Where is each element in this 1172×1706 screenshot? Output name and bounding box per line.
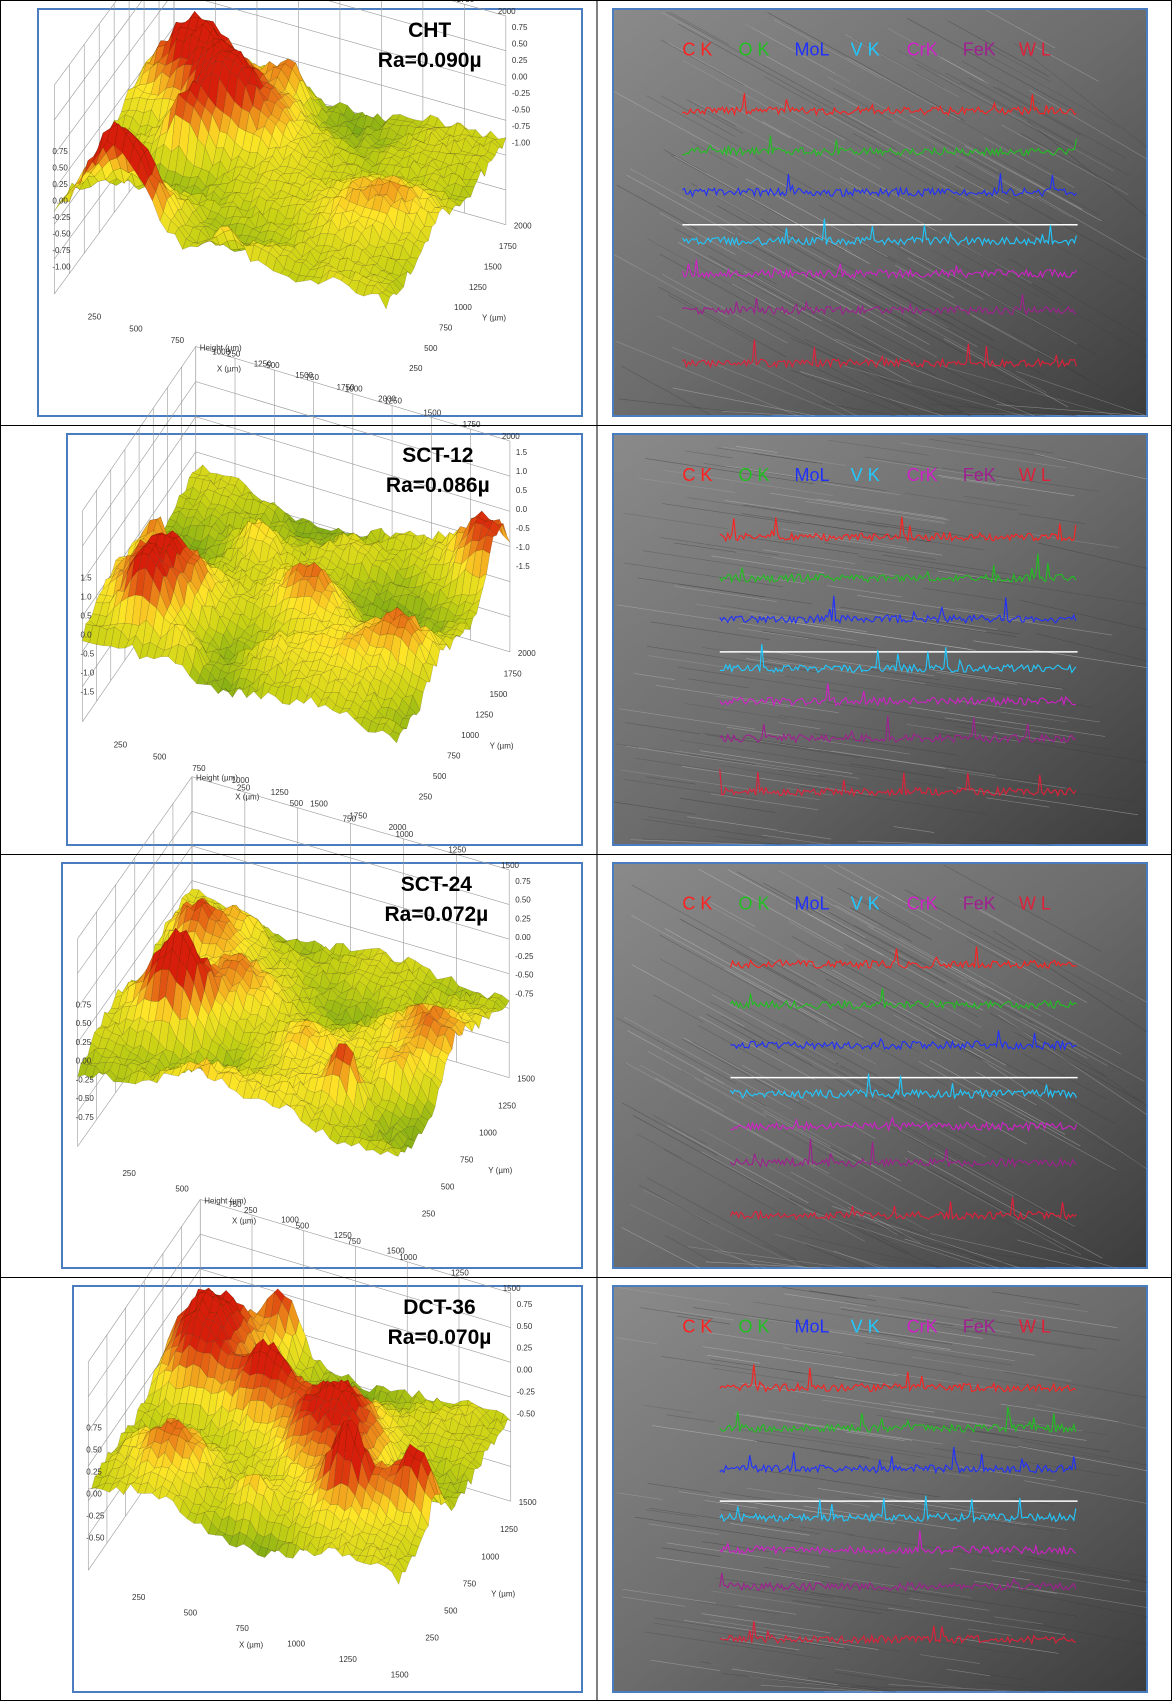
z-tick-label: -1.5 [80, 688, 94, 697]
z-tick-label: 1.5 [80, 573, 92, 582]
element-label: FeK [963, 465, 996, 485]
sample-name: CHT [408, 19, 451, 42]
z-tick-label: 1.0 [516, 467, 528, 476]
z-tick-label: -0.75 [512, 122, 531, 131]
z-tick-label: 0.25 [52, 180, 68, 189]
y-axis-label: Y (µm) [482, 313, 506, 322]
z-tick-label: 0.5 [80, 611, 92, 620]
figure-row: Height (µm)25025050050075075010001000125… [38, 0, 1147, 416]
element-label: CrK [907, 465, 938, 485]
element-label: CrK [907, 40, 938, 60]
x-tick-label: 1500 [310, 800, 328, 809]
y-tick-label: 250 [419, 793, 433, 802]
y-tick-label: 250 [409, 364, 423, 373]
z-tick-label: -1.00 [512, 138, 531, 147]
x-tick-label: 500 [129, 324, 143, 333]
z-tick-label: 0.00 [512, 72, 528, 81]
surface-panel: Height (µm)25025050050075075010001000125… [62, 774, 582, 1268]
x-tick-label: 1000 [345, 385, 363, 394]
x-tick-label: 250 [88, 313, 102, 322]
y-tick-label: 1250 [475, 710, 493, 719]
x-tick-label: 500 [266, 361, 280, 370]
surface-panel: Height (µm)25025050050075075010001000125… [38, 0, 582, 416]
sem-panel: C K O K MoL V K CrK FeK W L [613, 9, 1147, 416]
x-tick-label: 1500 [423, 408, 441, 417]
x-tick-label: 1250 [271, 788, 289, 797]
x-tick-label: 750 [192, 764, 206, 773]
z-tick-label: 0.75 [512, 23, 528, 32]
z-tick-label: 0.75 [52, 147, 68, 156]
x-tick-label: 250 [114, 741, 128, 750]
y-tick-label: 1000 [461, 731, 479, 740]
x-tick-label: 1250 [384, 397, 402, 406]
element-label: W L [1019, 465, 1051, 485]
z-tick-label: -0.75 [52, 246, 71, 255]
z-tick-label: -1.5 [516, 562, 530, 571]
z-tick-label: 0.50 [512, 39, 528, 48]
x-tick-label: 250 [227, 349, 241, 358]
z-tick-label: -0.5 [516, 524, 530, 533]
figure-row: Height (µm)25025050050075075010001000125… [62, 774, 1147, 1268]
height-axis-label: Height (µm) [196, 774, 238, 783]
element-label: V K [851, 40, 880, 60]
z-tick-label: -1.0 [80, 669, 94, 678]
y-tick-label: 1750 [499, 242, 517, 251]
element-label: C K [682, 40, 712, 60]
sem-image [613, 434, 1147, 845]
element-label: MoL [795, 465, 830, 485]
z-tick-label: -1.0 [516, 543, 530, 552]
roughness-value: Ra=0.090µ [378, 49, 482, 72]
z-tick-label: 1.5 [516, 448, 528, 457]
surface-panel: Height (µm) 250 250 500 500 750 750 1000 1000 125… [67, 343, 582, 845]
z-tick-label: -0.5 [80, 650, 94, 659]
y-tick-label: 750 [447, 752, 461, 761]
z-tick-label: -0.25 [512, 89, 531, 98]
z-tick-label: 0.50 [52, 164, 68, 173]
x-axis-label: X (µm) [217, 364, 241, 373]
z-tick-label: -0.25 [52, 213, 71, 222]
sem-image [613, 9, 1147, 416]
z-tick-label: 0.0 [80, 631, 92, 640]
z-tick-label: 0.25 [512, 56, 528, 65]
y-tick-label: 500 [424, 344, 438, 353]
element-label: W L [1019, 40, 1051, 60]
element-label: V K [851, 465, 880, 485]
x-tick-label: 750 [306, 373, 320, 382]
element-label: O K [738, 465, 769, 485]
y-tick-label: 750 [439, 323, 453, 332]
x-tick-label: 2000 [498, 7, 516, 16]
y-tick-label: 1250 [469, 283, 487, 292]
element-label: O K [738, 40, 769, 60]
z-tick-label: 1.0 [80, 592, 92, 601]
roughness-value: Ra=0.086µ [386, 474, 490, 497]
z-tick-label: 0.00 [52, 196, 68, 205]
y-tick-label: 2000 [514, 222, 532, 231]
z-tick-label: -0.50 [512, 105, 531, 114]
y-tick-label: 500 [433, 772, 447, 781]
element-label: MoL [795, 40, 830, 60]
y-tick-label: 1500 [484, 262, 502, 271]
sem-panel: C K O K MoL V K CrK FeK W L [613, 434, 1147, 845]
z-tick-label: -1.00 [52, 262, 71, 271]
x-axis-label: X (µm) [235, 793, 259, 802]
x-tick-label: 500 [153, 752, 167, 761]
y-tick-label: 1750 [504, 669, 522, 678]
y-tick-label: 1000 [454, 303, 472, 312]
x-tick-label: 750 [171, 336, 185, 345]
y-axis-label: Y (µm) [490, 741, 514, 750]
z-tick-label: -0.50 [52, 229, 71, 238]
y-tick-label: 1500 [490, 690, 508, 699]
z-tick-label: 0.0 [516, 505, 528, 514]
element-label: C K [682, 465, 712, 485]
z-tick-label: 0.5 [516, 486, 528, 495]
figure-row: Height (µm) 250 250 500 500 750 750 1000 1000 125… [67, 343, 1147, 845]
x-tick-label: 2000 [502, 432, 520, 441]
element-label: FeK [963, 40, 996, 60]
sample-name: SCT-12 [402, 444, 473, 467]
y-tick-label: 2000 [518, 649, 536, 658]
x-tick-label: 1750 [463, 420, 481, 429]
